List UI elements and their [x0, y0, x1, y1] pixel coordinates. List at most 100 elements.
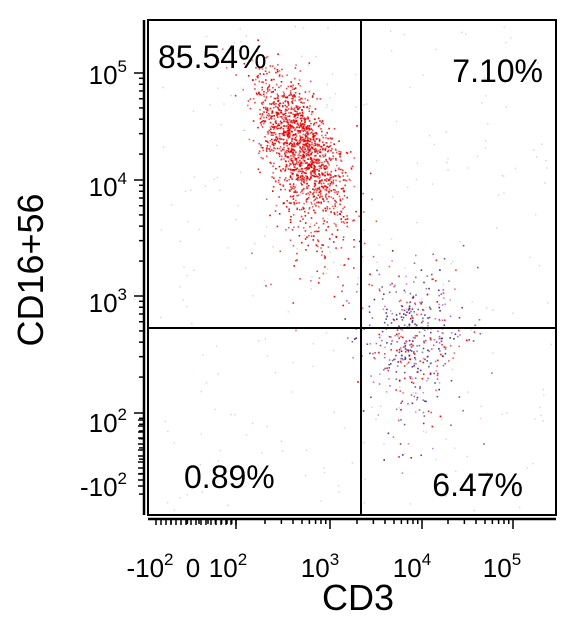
data-point: [313, 209, 315, 212]
data-point: [333, 212, 335, 214]
data-point: [221, 48, 224, 50]
data-point: [234, 414, 236, 416]
data-point: [307, 158, 309, 160]
data-point: [286, 125, 288, 127]
data-point: [452, 260, 454, 263]
data-point: [268, 115, 270, 117]
data-point: [428, 316, 431, 319]
data-point: [282, 132, 285, 135]
data-point: [217, 87, 219, 89]
data-point: [348, 178, 351, 181]
data-point: [328, 214, 330, 216]
data-point: [307, 127, 310, 129]
data-point: [302, 147, 304, 149]
data-point: [274, 97, 277, 100]
data-point: [428, 350, 430, 353]
data-point: [297, 226, 300, 228]
data-point: [446, 473, 448, 475]
data-point: [326, 142, 328, 144]
data-point: [306, 132, 308, 135]
data-point: [330, 149, 332, 152]
data-point: [291, 160, 293, 162]
data-point: [276, 225, 279, 228]
data-point: [273, 132, 276, 134]
data-point: [173, 509, 176, 511]
data-point: [328, 146, 330, 148]
y-tick-label: 105: [89, 57, 127, 90]
data-point: [192, 110, 195, 112]
data-point: [283, 125, 286, 127]
data-point: [291, 108, 293, 110]
data-point: [162, 86, 164, 89]
quadrant-label-bottom-right: 6.47%: [432, 467, 523, 503]
data-point: [404, 356, 406, 358]
data-point: [299, 135, 301, 137]
data-point: [214, 408, 216, 411]
data-point: [426, 380, 428, 382]
data-point: [265, 82, 268, 85]
data-point: [438, 335, 441, 338]
data-point: [385, 312, 388, 314]
data-point: [251, 79, 254, 81]
data-point: [380, 405, 382, 407]
data-point: [378, 351, 380, 354]
data-point: [299, 147, 302, 149]
data-point: [299, 131, 301, 134]
data-point: [479, 333, 482, 335]
data-point: [414, 411, 417, 413]
data-point: [411, 319, 414, 322]
data-point: [315, 55, 317, 58]
data-point: [415, 392, 417, 394]
data-point: [292, 113, 294, 115]
data-point: [416, 396, 419, 399]
data-point: [304, 156, 306, 159]
data-point: [305, 117, 307, 120]
data-point: [400, 316, 403, 318]
data-point: [201, 491, 204, 493]
data-point: [279, 146, 282, 148]
data-point: [286, 127, 289, 130]
data-point: [486, 472, 488, 474]
data-point: [313, 122, 316, 125]
data-point: [336, 211, 339, 214]
data-point: [292, 169, 294, 171]
data-point: [477, 266, 479, 269]
data-point: [301, 127, 304, 130]
data-point: [416, 334, 418, 337]
data-point: [414, 353, 416, 355]
data-point: [402, 392, 404, 394]
data-point: [547, 302, 549, 304]
data-point: [264, 120, 267, 122]
data-point: [309, 132, 311, 135]
data-point: [302, 27, 305, 29]
data-point: [462, 409, 464, 412]
data-point: [263, 62, 265, 65]
data-point: [453, 338, 455, 340]
data-point: [265, 95, 268, 98]
data-point: [262, 73, 265, 75]
data-point: [371, 317, 374, 319]
data-point: [292, 151, 294, 153]
data-point: [404, 348, 407, 350]
data-point: [289, 175, 292, 177]
data-point: [382, 308, 385, 311]
data-point: [316, 162, 318, 165]
data-point: [398, 300, 401, 303]
data-point: [312, 167, 315, 169]
data-point: [289, 127, 292, 129]
data-point: [312, 92, 315, 95]
data-point: [310, 152, 312, 155]
data-point: [315, 196, 318, 199]
data-point: [404, 342, 407, 345]
plot-border: [147, 19, 557, 516]
data-point: [299, 146, 301, 148]
data-point: [326, 206, 329, 208]
data-point: [305, 169, 308, 172]
data-point: [301, 164, 303, 167]
data-point: [280, 121, 283, 124]
data-point: [369, 343, 372, 345]
data-point: [306, 139, 309, 141]
data-point: [303, 106, 305, 108]
data-point: [322, 136, 325, 139]
data-point: [304, 137, 307, 140]
